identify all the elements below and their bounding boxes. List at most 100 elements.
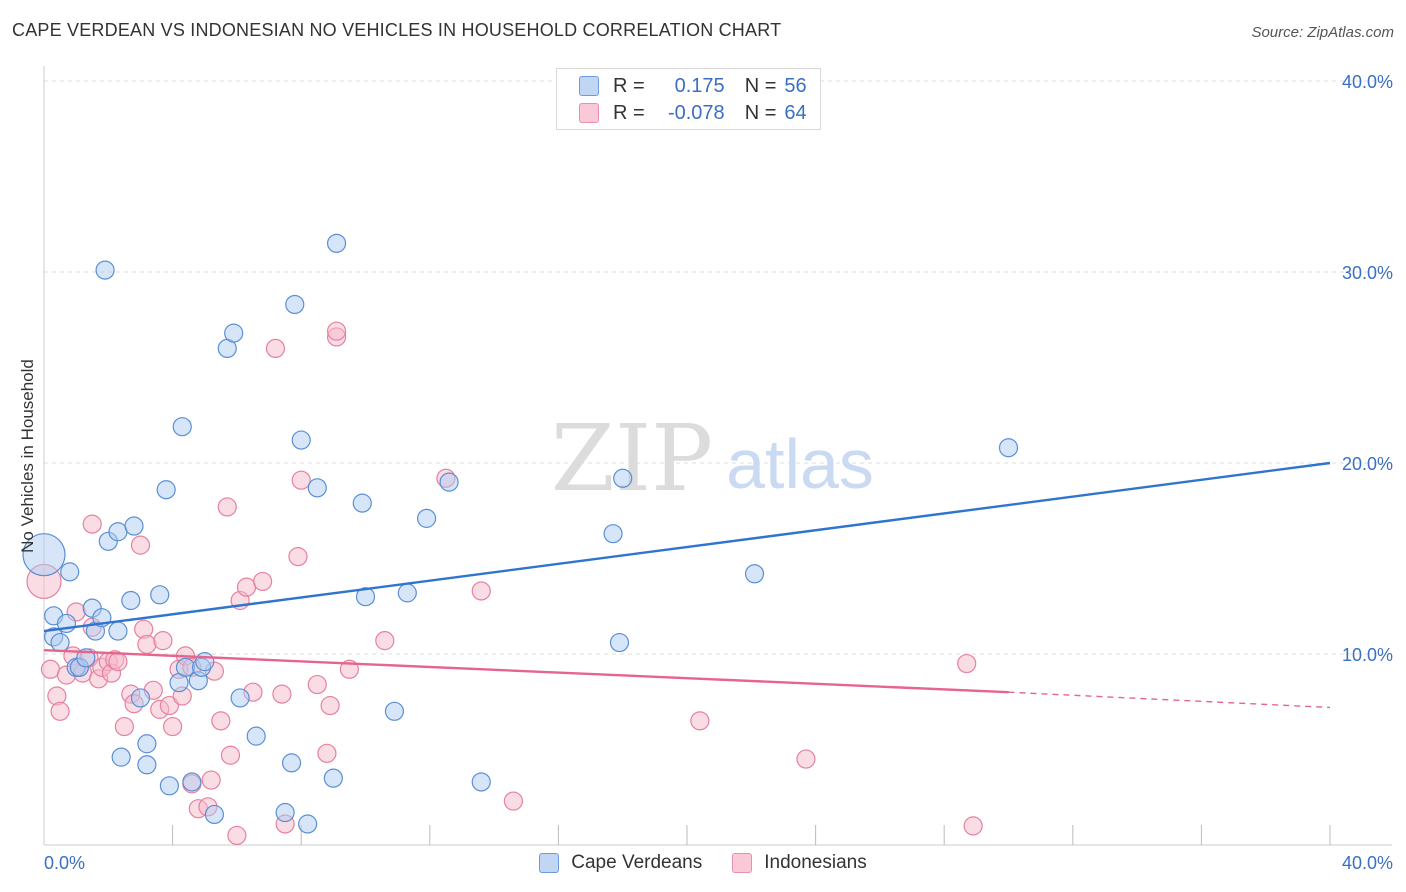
indo-n-value: 64 [784, 101, 807, 124]
cape-verdeans-point [326, 233, 347, 253]
cape-verdeans-swatch [539, 853, 560, 873]
cape-verdeans-point [230, 688, 250, 708]
indonesians-point [690, 711, 710, 731]
indo-swatch [579, 103, 599, 123]
cape-verdeans-point [281, 753, 302, 773]
indonesians-point [220, 745, 241, 765]
indonesians-point [957, 653, 977, 674]
indonesians-point [963, 816, 983, 836]
chart-title: CAPE VERDEAN VS INDONESIAN NO VEHICLES I… [12, 20, 782, 40]
cape-verdeans-point [609, 632, 630, 653]
cape-verdeans-point [137, 755, 157, 775]
indonesians-point [50, 701, 70, 721]
indonesians-point [375, 631, 395, 651]
cape-verdeans-point [22, 533, 66, 577]
indonesians-point [217, 497, 237, 517]
indonesians-label: Indonesians [764, 852, 867, 873]
indonesians-point [471, 581, 491, 601]
cape-verdeans-point [285, 294, 305, 315]
correlation-legend: R = 0.175 N = 56 R = -0.078 N = 64 [556, 68, 821, 130]
cape-verdeans-point [246, 726, 266, 746]
cape-r-value: 0.175 [674, 74, 725, 97]
cape-verdeans-point [744, 564, 765, 584]
cape-verdeans-point [195, 652, 215, 672]
indonesians-point [40, 659, 61, 679]
cape-verdeans-point [108, 522, 128, 542]
cape-verdeans-point [307, 478, 327, 498]
cape-verdeans-point [95, 260, 115, 280]
indonesians-point [114, 716, 134, 737]
cape-verdeans-point [416, 508, 437, 528]
cape-verdeans-point [384, 701, 405, 721]
cape-verdeans-point [291, 430, 311, 450]
indo-r-value: -0.078 [667, 101, 725, 124]
cape-verdeans-point [397, 583, 417, 603]
indonesians-point [130, 535, 151, 555]
cape-verdeans-point [172, 417, 192, 437]
indonesians-point [317, 743, 337, 763]
cape-verdeans-point [298, 814, 318, 834]
cape-n-value: 56 [784, 74, 807, 97]
indonesians-point [163, 716, 183, 737]
source-note: Source: ZipAtlas.com [1251, 24, 1394, 41]
cape-verdeans-point [124, 516, 144, 536]
cape-verdeans-point [471, 772, 491, 792]
cape-verdeans-point [352, 493, 372, 513]
y-tick-label: 30.0% [1342, 263, 1393, 283]
watermark-zip: ZIP [551, 405, 713, 512]
indonesians-point [253, 571, 273, 592]
indonesians-point [82, 514, 102, 534]
watermark-atlas: atlas [726, 425, 874, 503]
cape-verdeans-point [998, 438, 1019, 458]
cape-verdeans-point [204, 804, 224, 825]
cape-verdeans-point [323, 768, 343, 788]
cape-verdeans-point [121, 590, 141, 611]
indonesians-point [503, 791, 523, 811]
cape-verdeans-point [60, 562, 80, 582]
cape-r-label: R = [613, 74, 645, 97]
cape-verdeans-point [130, 688, 151, 708]
cape-verdeans-label: Cape Verdeans [571, 852, 703, 873]
indonesians-swatch [732, 853, 753, 873]
trend-lines [43, 461, 1331, 709]
cape-verdeans-point [182, 772, 202, 792]
cape-verdeans-point [137, 734, 157, 754]
indonesians-point [211, 711, 231, 731]
indonesians-point [137, 634, 157, 655]
indonesians-point [236, 577, 257, 597]
indo-n-label: N = [744, 101, 777, 124]
cape-verdeans-point [50, 632, 70, 653]
legend-item-indonesians: Indonesians [732, 852, 867, 874]
legend-item-cape-verdeans: Cape Verdeans [539, 852, 702, 874]
y-tick-label: 40.0% [1342, 72, 1393, 92]
indonesians-point [288, 546, 308, 567]
legend-row-cape: R = 0.175 N = 56 [579, 73, 807, 99]
cape-verdeans-point [175, 657, 196, 677]
cape-verdeans-point [156, 480, 176, 500]
cape-verdeans-point [275, 802, 295, 823]
y-axis-label: No Vehicles in Household [18, 359, 37, 553]
axes [43, 66, 1392, 846]
cape-n-label: N = [744, 74, 777, 97]
x-tick-label: 0.0% [44, 853, 85, 873]
x-tick-label: 40.0% [1342, 853, 1393, 873]
cape-verdeans-point [613, 468, 633, 488]
cape-verdeans-point [111, 747, 131, 767]
indonesians-point [320, 695, 340, 716]
indonesians-point [153, 631, 173, 651]
cape-verdeans-point [439, 472, 459, 492]
indonesians-trend-line [43, 648, 1009, 694]
cape-verdeans-point [150, 585, 170, 605]
indonesians-point [291, 470, 311, 490]
indonesians-point [326, 321, 347, 341]
y-tick-label: 20.0% [1342, 454, 1393, 474]
cape-verdeans-point [108, 621, 128, 641]
indonesians-trend-extension [1008, 691, 1331, 709]
cape-verdeans-point [355, 587, 376, 607]
cape-verdeans-point [603, 524, 623, 544]
cape-verdeans-point [224, 323, 244, 343]
y-tick-label: 10.0% [1342, 645, 1393, 665]
indonesians-point [272, 684, 292, 704]
indonesians-point [265, 338, 286, 358]
